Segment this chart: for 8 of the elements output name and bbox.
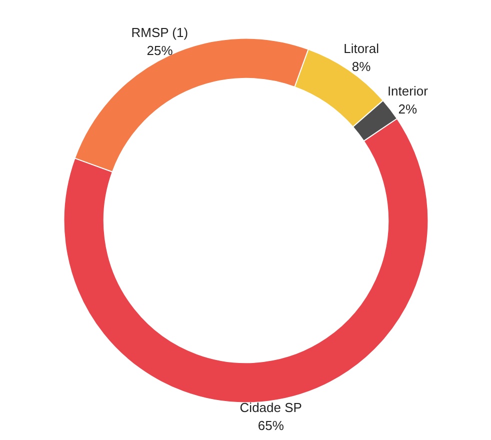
data-label: 65% [258,418,284,433]
data-label: 25% [146,43,174,58]
slice-label: Interior [387,84,429,99]
slice-label: Cidade SP [240,400,302,415]
slice-label: Litoral [344,41,380,56]
data-label: 8% [352,59,372,74]
slice-label: RMSP (1) [131,25,188,40]
data-label: 2% [398,102,418,117]
